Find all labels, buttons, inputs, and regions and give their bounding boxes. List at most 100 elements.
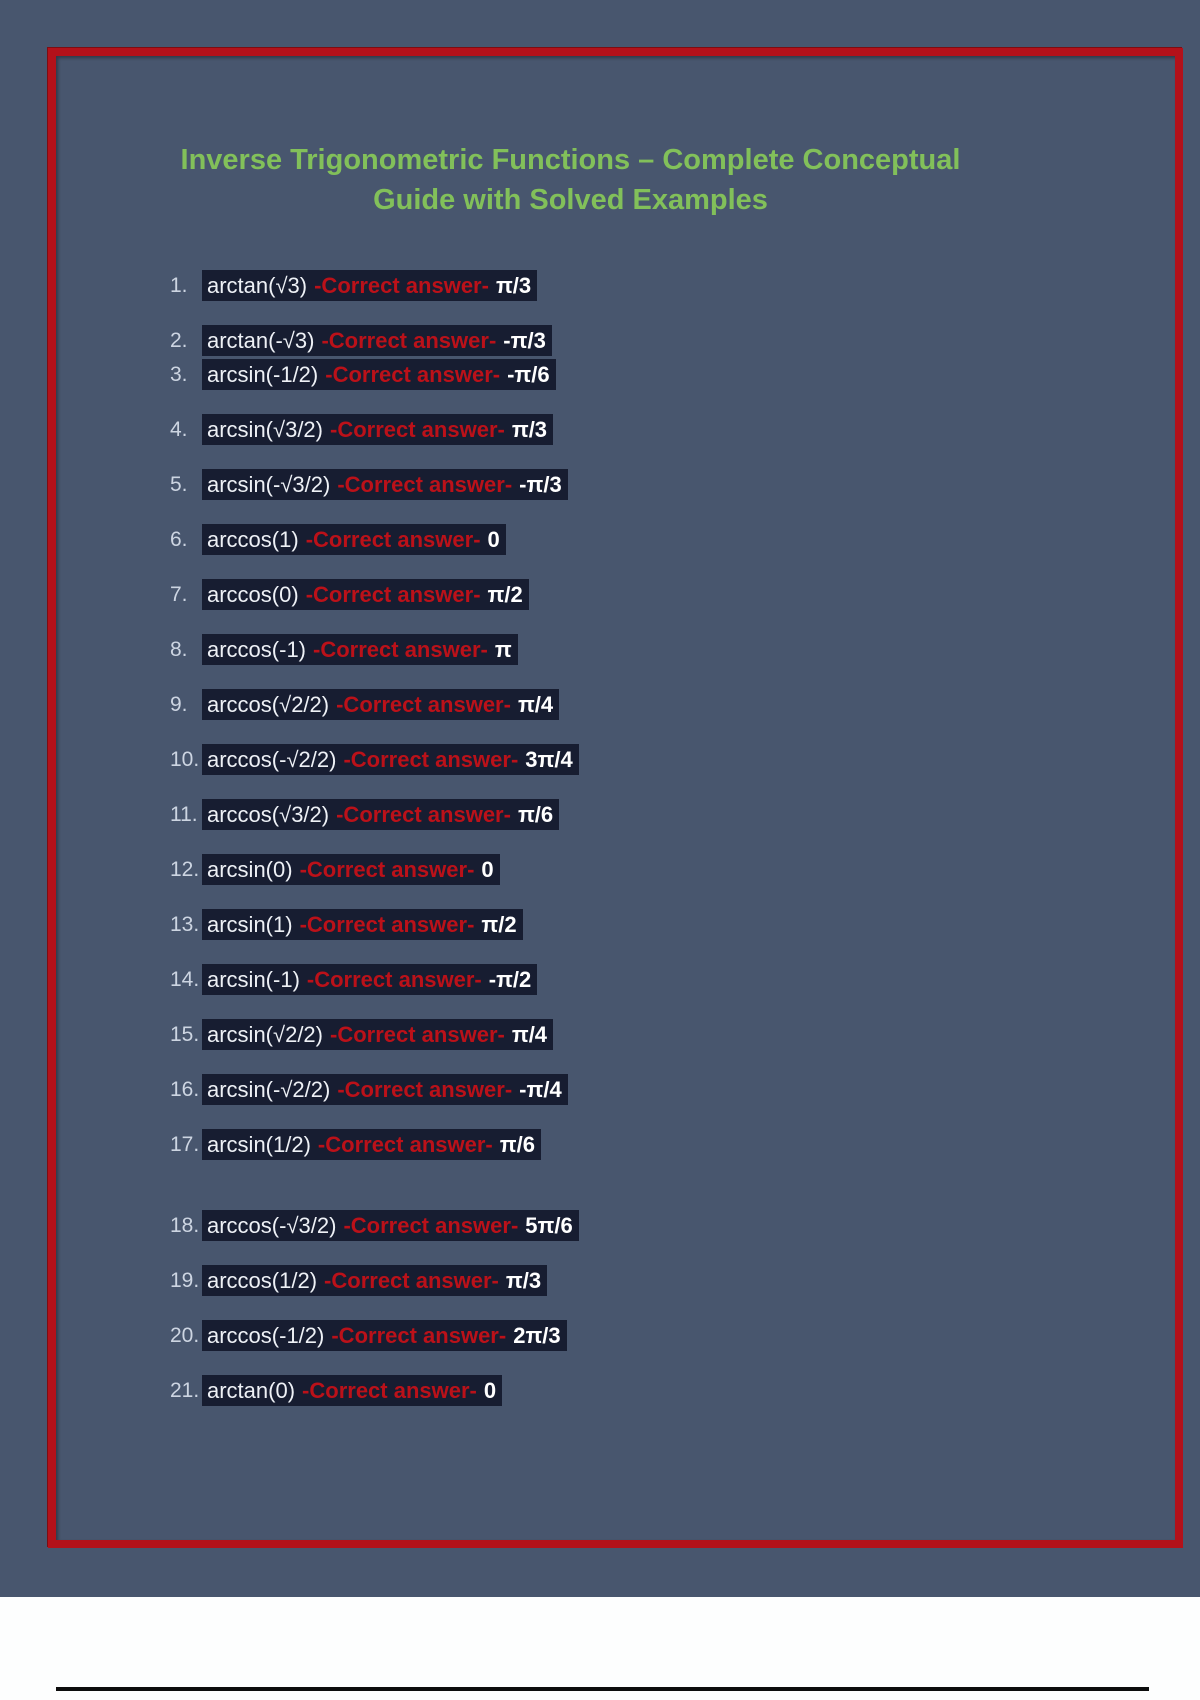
list-item: 5. arcsin(-√3/2) -Correct answer- -π/3	[170, 469, 1175, 500]
page-title-line-1: Inverse Trigonometric Functions – Comple…	[180, 144, 961, 176]
question-text: arctan(0)	[207, 1378, 296, 1403]
question-text: arccos(-√3/2)	[207, 1213, 337, 1238]
item-number: 7.	[170, 583, 188, 606]
answer-value: -π/4	[519, 1077, 562, 1102]
correct-answer-label: -Correct answer-	[337, 1077, 513, 1102]
list-item: 4. arcsin(√3/2) -Correct answer-π/3	[170, 414, 1175, 445]
list-item: 1. arctan(√3) -Correct answer-π/3	[170, 270, 1175, 301]
correct-answer-label: -Correct answer-	[317, 1132, 493, 1157]
item-number: 3.	[170, 363, 188, 386]
list-item: 19. arccos(1/2) -Correct answer-π/3	[170, 1265, 1175, 1296]
answer-value: 0	[481, 857, 494, 882]
answer-value: π/4	[517, 692, 554, 717]
highlighted-answer-strip: arcsin(1/2) -Correct answer-π/6	[202, 1129, 541, 1160]
question-text: arctan(√3)	[207, 273, 308, 298]
correct-answer-label: -Correct answer-	[314, 273, 489, 298]
item-number: 18.	[170, 1214, 200, 1237]
highlighted-answer-strip: arccos(√2/2) -Correct answer-π/4	[202, 689, 560, 720]
list-item: 12. arcsin(0) -Correct answer- 0	[170, 854, 1175, 885]
item-number: 14.	[170, 968, 200, 991]
correct-answer-label: -Correct answer-	[299, 857, 475, 882]
correct-answer-label: -Correct answer-	[343, 747, 519, 772]
correct-answer-label: -Correct answer-	[336, 802, 511, 827]
highlighted-answer-strip: arccos(-1) -Correct answer-π	[202, 634, 518, 665]
correct-answer-label: -Correct answer-	[306, 967, 482, 992]
item-number: 4.	[170, 418, 188, 441]
answer-value: π	[494, 637, 512, 662]
item-number: 10.	[170, 748, 200, 771]
correct-answer-label: -Correct answer-	[321, 328, 497, 353]
answer-value: -π/2	[488, 967, 532, 992]
horizontal-rule	[56, 1687, 1149, 1691]
list-item: 9. arccos(√2/2) -Correct answer-π/4	[170, 689, 1175, 720]
item-number: 20.	[170, 1324, 200, 1347]
answer-value: 0	[487, 527, 500, 552]
list-item: 6. arccos(1) -Correct answer- 0	[170, 524, 1175, 555]
item-number: 16.	[170, 1078, 200, 1101]
correct-answer-label: -Correct answer-	[325, 362, 501, 387]
correct-answer-label: -Correct answer-	[337, 472, 513, 497]
list-item: 18. arccos(-√3/2) -Correct answer- 5π/6	[170, 1210, 1175, 1241]
question-text: arcsin(1)	[207, 912, 293, 937]
item-number: 12.	[170, 858, 200, 881]
highlighted-answer-strip: arccos(-1/2) -Correct answer- 2π/3	[202, 1320, 567, 1351]
highlighted-answer-strip: arctan(-√3) -Correct answer- -π/3	[202, 325, 552, 356]
answer-value: π/6	[517, 802, 554, 827]
list-item: 20. arccos(-1/2) -Correct answer- 2π/3	[170, 1320, 1175, 1351]
highlighted-answer-strip: arcsin(-1) -Correct answer- -π/2	[202, 964, 538, 995]
item-number: 11.	[170, 803, 198, 826]
item-number: 6.	[170, 528, 188, 551]
highlighted-answer-strip: arccos(1) -Correct answer- 0	[202, 524, 506, 555]
answer-value: π/2	[481, 912, 517, 937]
list-item: 2. arctan(-√3) -Correct answer- -π/3	[170, 325, 1175, 356]
list-item: 8. arccos(-1) -Correct answer-π	[170, 634, 1175, 665]
correct-answer-label: -Correct answer-	[324, 1268, 499, 1293]
correct-answer-label: -Correct answer-	[299, 912, 475, 937]
question-text: arccos(1)	[207, 527, 299, 552]
list-item: 17. arcsin(1/2) -Correct answer-π/6	[170, 1129, 1175, 1160]
question-list: 1. arctan(√3) -Correct answer-π/3 2. arctan(…	[170, 270, 1175, 1406]
correct-answer-label: -Correct answer-	[343, 1213, 519, 1238]
highlighted-answer-strip: arcsin(√2/2) -Correct answer-π/4	[202, 1019, 554, 1050]
list-item: 7. arccos(0) -Correct answer-π/2	[170, 579, 1175, 610]
page-title: Inverse Trigonometric Functions – Comple…	[56, 140, 1085, 220]
question-text: arccos(√2/2)	[207, 692, 330, 717]
answer-value: π/4	[511, 1022, 548, 1047]
answer-value: π/2	[487, 582, 523, 607]
list-item: 10. arccos(-√2/2) -Correct answer- 3π/4	[170, 744, 1175, 775]
answer-value: -π/3	[503, 328, 546, 353]
list-item: 21. arctan(0) -Correct answer- 0	[170, 1375, 1175, 1406]
question-text: arccos(0)	[207, 582, 299, 607]
answer-value: 3π/4	[525, 747, 573, 772]
question-text: arcsin(-√2/2)	[207, 1077, 331, 1102]
question-text: arcsin(√3/2)	[207, 417, 323, 442]
list-item: 3. arcsin(-1/2) -Correct answer- -π/6	[170, 359, 1175, 390]
item-number: 17.	[170, 1133, 200, 1156]
highlighted-answer-strip: arcsin(-√3/2) -Correct answer- -π/3	[202, 469, 568, 500]
answer-value: π/3	[505, 1268, 542, 1293]
answer-value: 0	[483, 1378, 497, 1403]
item-number: 5.	[170, 473, 188, 496]
item-number: 13.	[170, 913, 200, 936]
question-text: arctan(-√3)	[207, 328, 315, 353]
answer-value: -π/3	[519, 472, 562, 497]
question-text: arcsin(-1/2)	[207, 362, 319, 387]
list-item: 13. arcsin(1) -Correct answer-π/2	[170, 909, 1175, 940]
highlighted-answer-strip: arccos(1/2) -Correct answer-π/3	[202, 1265, 548, 1296]
question-text: arcsin(-1)	[207, 967, 300, 992]
question-text: arccos(-1)	[207, 637, 307, 662]
list-item: 11. arccos(√3/2) -Correct answer-π/6	[170, 799, 1175, 830]
correct-answer-label: -Correct answer-	[330, 1022, 505, 1047]
highlighted-answer-strip: arccos(√3/2) -Correct answer-π/6	[202, 799, 560, 830]
page-background: Inverse Trigonometric Functions – Comple…	[0, 0, 1200, 1597]
highlighted-answer-strip: arccos(0) -Correct answer-π/2	[202, 579, 529, 610]
question-text: arcsin(1/2)	[207, 1132, 311, 1157]
highlighted-answer-strip: arcsin(1) -Correct answer-π/2	[202, 909, 523, 940]
highlighted-answer-strip: arcsin(-1/2) -Correct answer- -π/6	[202, 359, 556, 390]
highlighted-answer-strip: arcsin(0) -Correct answer- 0	[202, 854, 500, 885]
list-item: 16. arcsin(-√2/2) -Correct answer- -π/4	[170, 1074, 1175, 1105]
question-text: arcsin(√2/2)	[207, 1022, 323, 1047]
correct-answer-label: -Correct answer-	[330, 417, 505, 442]
list-item: 14. arcsin(-1) -Correct answer- -π/2	[170, 964, 1175, 995]
correct-answer-label: -Correct answer-	[331, 1323, 507, 1348]
